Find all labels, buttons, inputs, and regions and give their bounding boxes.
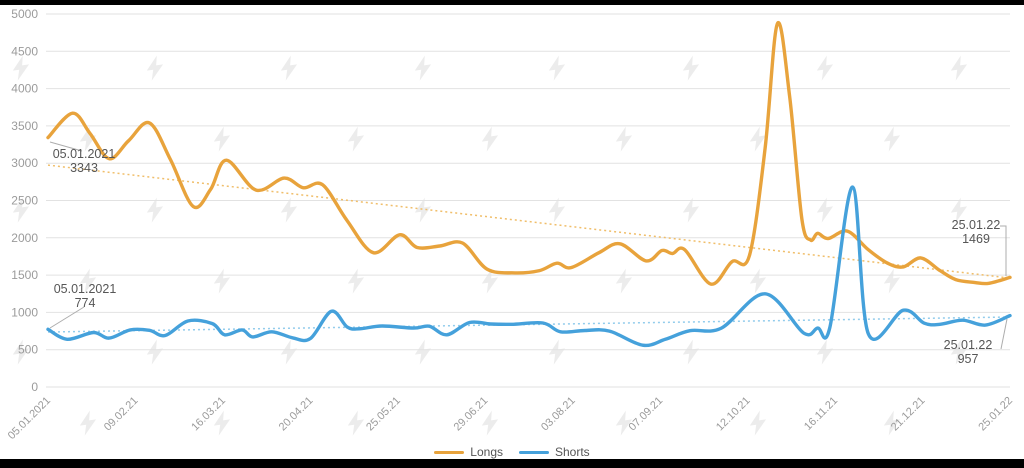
x-axis-label: 16.11.21 [802,395,840,433]
longs-line-swatch [434,450,465,454]
watermark-bolt-icon [142,338,167,367]
annotation-leader-longs-start [49,141,83,152]
annotation-value-shorts-end: 957 [958,352,979,366]
watermark-bolt-icon [276,196,301,225]
annotation-value-longs-start: 3343 [70,161,98,175]
watermark-bolt-icon [8,196,33,225]
annotation-leader-shorts-start [49,306,85,329]
watermark-bolt-icon [410,338,435,367]
x-axis-label: 07.09.21 [627,395,666,434]
watermark-bolt-icon [544,196,569,225]
watermark-bolt-icon [745,409,770,438]
x-axis-label: 09.02.21 [102,395,141,434]
y-axis-label: 4000 [11,82,38,96]
watermark-bolt-icon [75,409,100,438]
bottom-border-bar [0,459,1024,468]
legend-item-longs[interactable]: Longs [434,445,503,459]
y-axis-label: 2000 [11,231,38,245]
watermark-bolt-icon [745,125,770,154]
longs-trendline [47,164,1011,279]
watermark-bolt-icon [812,196,837,225]
watermark-bolt-icon [812,338,837,367]
x-axis-label: 20.04.21 [277,395,316,434]
watermark-bolt-icon [343,125,368,154]
watermark-bolt-icon [209,267,234,296]
watermark-bolt-icon [879,409,904,438]
legend-item-shorts[interactable]: Shorts [519,445,590,459]
watermark-bolt-icon [276,54,301,83]
longs-line [46,21,1012,286]
watermark-layer [8,54,971,438]
top-border-bar [0,0,1024,5]
watermark-bolt-icon [142,54,167,83]
watermark-bolt-icon [410,196,435,225]
y-axis-label: 1000 [11,305,38,319]
annotation-date-shorts-end: 25.01.22 [944,338,993,352]
line-chart: 5000450040003500300025002000150010005000… [6,7,1015,442]
shorts-line-swatch [519,450,549,454]
x-axis-label: 12.10.21 [714,395,753,434]
watermark-bolt-icon [276,338,301,367]
y-axis-label: 0 [31,380,38,394]
watermark-bolt-icon [611,267,636,296]
x-axis-label: 25.01.22 [976,395,1015,434]
watermark-bolt-icon [477,267,502,296]
y-axis-label: 500 [18,343,38,357]
watermark-bolt-icon [75,125,100,154]
chart-area: 5000 4500 4000 3500 3000 2500 2000 1500 1000 500 0… [0,5,1024,445]
legend-label-shorts: Shorts [555,445,590,459]
y-axis-label: 1500 [11,268,38,282]
x-axis-label: 03.08.21 [539,395,578,434]
legend-label-longs: Longs [470,445,503,459]
watermark-bolt-icon [678,54,703,83]
watermark-bolt-icon [879,267,904,296]
watermark-bolt-icon [678,338,703,367]
x-axis-label: 25.05.21 [364,395,403,434]
annotation-leader-longs-end [1000,225,1007,276]
shorts-line [46,185,1012,348]
annotation-date-longs-start: 05.01.2021 [53,147,116,161]
watermark-bolt-icon [8,54,33,83]
y-axis-label: 3500 [11,119,38,133]
x-axis-label: 16.03.21 [189,395,228,434]
x-axis-label: 05.01.2021 [6,395,53,442]
watermark-bolt-icon [745,267,770,296]
watermark-bolt-icon [477,409,502,438]
annotation-value-longs-end: 1469 [962,232,990,246]
watermark-bolt-icon [8,338,33,367]
watermark-bolt-icon [946,196,971,225]
watermark-bolt-icon [946,338,971,367]
annotation-value-shorts-start: 774 [75,296,96,310]
watermark-bolt-icon [879,125,904,154]
x-axis-label: 21.12.21 [889,395,928,434]
chart-legend: Longs Shorts [0,445,1024,459]
watermark-bolt-icon [209,125,234,154]
watermark-bolt-icon [410,54,435,83]
watermark-bolt-icon [343,267,368,296]
watermark-bolt-icon [611,125,636,154]
watermark-bolt-icon [142,196,167,225]
watermark-bolt-icon [544,54,569,83]
y-axis-label: 4500 [11,44,38,58]
annotation-date-shorts-start: 05.01.2021 [54,282,117,296]
watermark-bolt-icon [343,409,368,438]
y-axis-label: 2500 [11,194,38,208]
watermark-bolt-icon [611,409,636,438]
y-axis-label: 3000 [11,156,38,170]
watermark-bolt-icon [946,54,971,83]
watermark-bolt-icon [75,267,100,296]
watermark-bolt-icon [209,409,234,438]
watermark-bolt-icon [812,54,837,83]
annotation-date-longs-end: 25.01.22 [952,218,1001,232]
watermark-bolt-icon [477,125,502,154]
annotation-leader-shorts-end [1000,318,1008,350]
watermark-bolt-icon [544,338,569,367]
y-axis-label: 5000 [11,7,38,21]
watermark-bolt-icon [678,196,703,225]
x-axis-label: 29.06.21 [452,395,491,434]
